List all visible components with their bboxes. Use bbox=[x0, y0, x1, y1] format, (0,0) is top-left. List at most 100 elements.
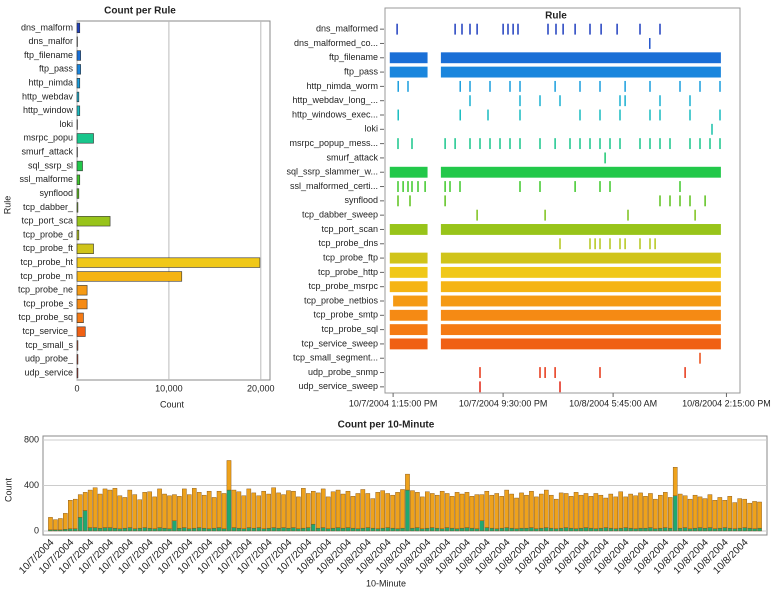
row-label: ftp_filename bbox=[329, 52, 378, 62]
event bbox=[469, 95, 471, 107]
event bbox=[649, 38, 651, 49]
bar-segment bbox=[514, 497, 519, 529]
bar-segment bbox=[142, 492, 147, 528]
bar-segment bbox=[534, 528, 539, 532]
bar-segment bbox=[707, 527, 713, 532]
bar bbox=[76, 64, 81, 75]
bar-segment bbox=[405, 489, 410, 532]
bar-segment bbox=[137, 527, 143, 532]
activity-span bbox=[440, 281, 721, 293]
event bbox=[616, 23, 618, 35]
bar-segment bbox=[325, 496, 331, 529]
bar-segment bbox=[63, 529, 68, 532]
activity-span bbox=[440, 166, 721, 178]
bar-segment bbox=[350, 496, 356, 529]
row-label: tcp_port_scan bbox=[321, 224, 378, 234]
bar bbox=[76, 22, 81, 34]
bar-segment bbox=[643, 527, 648, 532]
bar-segment bbox=[444, 527, 450, 532]
bar-segment bbox=[563, 493, 569, 528]
bar-segment bbox=[633, 528, 638, 532]
event bbox=[684, 367, 686, 378]
bar-segment bbox=[519, 492, 524, 529]
bar-segment bbox=[732, 502, 738, 529]
activity-span bbox=[440, 66, 721, 78]
bar-segment bbox=[752, 528, 757, 532]
bar-segment bbox=[499, 527, 504, 532]
bar-segment bbox=[742, 527, 747, 532]
bar-segment bbox=[191, 488, 197, 529]
bar-segment bbox=[539, 493, 544, 529]
y-tick-label: http_window bbox=[23, 105, 74, 115]
bar-segment bbox=[162, 527, 167, 532]
bar bbox=[76, 216, 111, 227]
bar-segment bbox=[291, 527, 296, 532]
bar-segment bbox=[251, 492, 257, 529]
activity-span bbox=[389, 324, 428, 336]
bar-segment bbox=[633, 495, 638, 529]
y-tick-label: synflood bbox=[39, 188, 73, 198]
bar bbox=[76, 174, 81, 185]
row-label: tcp_probe_http bbox=[318, 267, 378, 277]
timeline-frame bbox=[384, 7, 741, 394]
event bbox=[624, 80, 626, 92]
event bbox=[599, 80, 601, 92]
event bbox=[599, 138, 601, 150]
bar-segment bbox=[712, 528, 718, 532]
event bbox=[699, 80, 701, 92]
y-tick-label: tcp_probe_ne bbox=[18, 285, 73, 295]
y-tick-label: tcp_probe_s bbox=[23, 298, 73, 308]
x-tick-label: 10/7/2004 9:30:00 PM bbox=[459, 398, 548, 408]
bar-segment bbox=[667, 497, 673, 529]
bar-segment bbox=[519, 527, 524, 532]
bar-segment bbox=[301, 488, 306, 529]
bar-segment bbox=[449, 496, 455, 529]
bar-segment bbox=[514, 528, 519, 532]
bar-segment bbox=[504, 489, 509, 528]
event bbox=[397, 138, 399, 150]
event bbox=[562, 23, 564, 35]
bar-segment bbox=[310, 523, 316, 532]
y-tick-label: tcp_dabber_ bbox=[23, 202, 74, 212]
event bbox=[519, 181, 521, 192]
event bbox=[559, 381, 561, 393]
bar bbox=[76, 243, 94, 254]
event bbox=[397, 181, 399, 192]
y-tick-label: msrpc_popu bbox=[23, 133, 73, 143]
bar-segment bbox=[251, 527, 257, 532]
bar-segment bbox=[320, 488, 326, 528]
event bbox=[649, 238, 651, 250]
bar-segment bbox=[484, 527, 490, 532]
y-tick-label: 400 bbox=[24, 480, 39, 490]
x-axis-label: Count bbox=[160, 399, 185, 409]
row-label: tcp_probe_dns bbox=[318, 238, 378, 248]
bar-segment bbox=[747, 502, 752, 529]
plot-frame bbox=[76, 20, 271, 381]
event bbox=[449, 181, 451, 192]
event bbox=[539, 181, 541, 192]
bar-segment bbox=[127, 527, 133, 532]
bar-segment bbox=[410, 527, 415, 532]
bar-segment bbox=[653, 528, 658, 532]
event bbox=[519, 95, 521, 107]
row-label: http_webdav_long_... bbox=[292, 95, 378, 105]
activity-span bbox=[440, 52, 721, 64]
bar-segment bbox=[310, 490, 316, 525]
row-label: dns_malformed_co... bbox=[294, 38, 378, 48]
bar-segment bbox=[697, 527, 703, 532]
event bbox=[479, 138, 481, 150]
bar-segment bbox=[702, 527, 708, 532]
bar-segment bbox=[147, 527, 152, 532]
event bbox=[711, 123, 713, 135]
event bbox=[476, 209, 478, 221]
bar bbox=[76, 367, 79, 379]
bar-segment bbox=[271, 487, 276, 528]
event bbox=[619, 95, 621, 107]
bar-segment bbox=[489, 494, 495, 529]
bar-segment bbox=[330, 527, 336, 532]
event bbox=[649, 138, 651, 150]
bar-segment bbox=[692, 527, 698, 532]
event bbox=[539, 367, 541, 378]
x-axis-label: 10-Minute bbox=[366, 578, 406, 588]
bar-segment bbox=[638, 527, 643, 532]
